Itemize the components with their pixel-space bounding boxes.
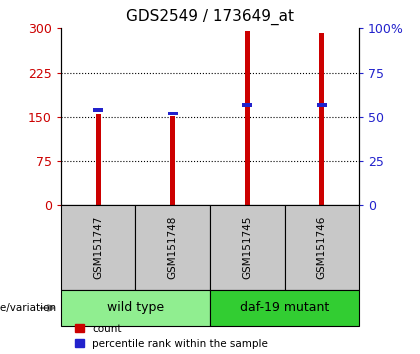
Bar: [93, 108, 103, 112]
Text: GSM151745: GSM151745: [242, 216, 252, 280]
Text: wild type: wild type: [107, 302, 164, 314]
Bar: [168, 112, 178, 115]
Bar: [210, 205, 285, 290]
Text: GSM151747: GSM151747: [93, 216, 103, 280]
Bar: [96, 114, 101, 205]
Bar: [61, 290, 210, 326]
Bar: [170, 116, 175, 205]
Text: GDS2549 / 173649_at: GDS2549 / 173649_at: [126, 9, 294, 25]
Text: GSM151748: GSM151748: [168, 216, 178, 280]
Bar: [61, 205, 135, 290]
Text: genotype/variation: genotype/variation: [0, 303, 57, 313]
Bar: [242, 103, 252, 107]
Text: GSM151746: GSM151746: [317, 216, 327, 280]
Text: daf-19 mutant: daf-19 mutant: [240, 302, 329, 314]
Bar: [319, 33, 324, 205]
Bar: [210, 290, 359, 326]
Bar: [245, 31, 250, 205]
Bar: [317, 103, 327, 107]
Bar: [135, 205, 210, 290]
Bar: [285, 205, 359, 290]
Legend: count, percentile rank within the sample: count, percentile rank within the sample: [74, 324, 268, 349]
